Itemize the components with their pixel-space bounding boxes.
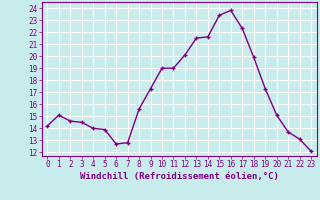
X-axis label: Windchill (Refroidissement éolien,°C): Windchill (Refroidissement éolien,°C): [80, 172, 279, 181]
